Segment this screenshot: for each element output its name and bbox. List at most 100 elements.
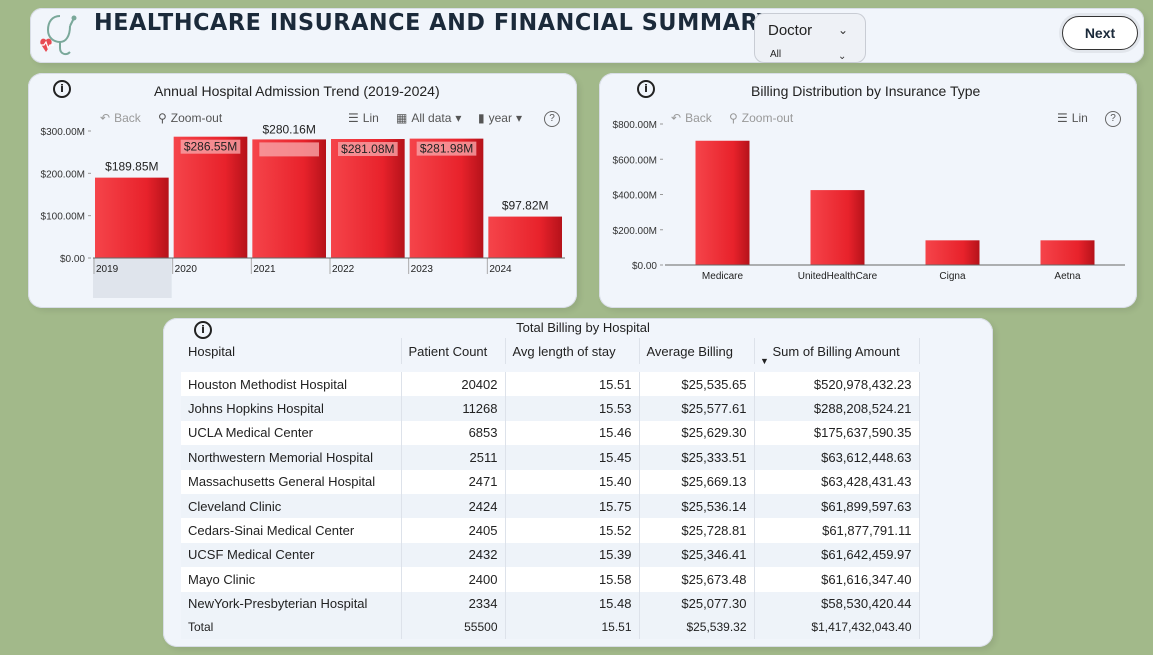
billing-bar-chart: $800.00M $600.00M $400.00M $200.00M $0.00 Med… (613, 120, 1125, 282)
value-cell: 11268 (401, 396, 506, 421)
value-cell: $25,673.48 (639, 567, 755, 592)
table-title: Total Billing by Hospital (516, 320, 650, 335)
y-tick-label: $200.00M (613, 226, 657, 237)
bar[interactable] (409, 138, 484, 258)
value-cell: 2334 (401, 591, 506, 616)
billing-distribution-card: i Billing Distribution by Insurance Type… (599, 73, 1137, 308)
hospital-name-cell: NewYork-Presbyterian Hospital (181, 591, 402, 616)
stethoscope-heart-icon (40, 15, 77, 56)
bar[interactable] (1040, 240, 1095, 265)
x-tick-label: UnitedHealthCare (798, 271, 878, 282)
value-cell: $25,728.81 (639, 518, 755, 543)
bar[interactable] (695, 140, 750, 265)
list-icon: ☰ (1057, 111, 1068, 125)
data-label-background (338, 142, 398, 157)
value-cell: $25,669.13 (639, 469, 755, 494)
x-tick-label: 2024 (489, 264, 512, 275)
next-button[interactable]: Next (1062, 16, 1138, 50)
info-icon[interactable]: i (53, 80, 71, 98)
value-cell: 15.51 (505, 372, 640, 397)
hospital-name-cell: Houston Methodist Hospital (181, 372, 402, 397)
total-value: $25,539.32 (639, 615, 755, 639)
value-cell: $25,536.14 (639, 493, 755, 519)
table-row[interactable]: Mayo Clinic 2400 15.58 $25,673.48 $61,616,34… (181, 567, 920, 592)
table-row[interactable]: Houston Methodist Hospital 20402 15.51 $25,… (181, 372, 920, 397)
table-row[interactable]: NewYork-Presbyterian Hospital 2334 15.48 $2… (181, 591, 920, 616)
value-cell: $61,877,791.11 (754, 518, 920, 543)
table-row[interactable]: Northwestern Memorial Hospital 2511 15.45 $… (181, 445, 920, 470)
y-tick-label: $400.00M (613, 191, 657, 202)
value-cell: $25,577.61 (639, 396, 755, 421)
doctor-slicer[interactable]: Doctor ⌄ All ⌄ (754, 13, 866, 63)
table-row[interactable]: Johns Hopkins Hospital 11268 15.53 $25,577.… (181, 396, 920, 421)
bar[interactable] (925, 240, 980, 265)
hospital-name-cell: Massachusetts General Hospital (181, 469, 402, 494)
admission-trend-card: i Annual Hospital Admission Trend (2019-… (28, 73, 577, 308)
table-row[interactable]: Cleveland Clinic 2424 15.75 $25,536.14 $61,8… (181, 493, 920, 519)
column-header[interactable]: Sum of Billing Amount (754, 338, 920, 364)
help-icon[interactable]: ? (1105, 111, 1121, 127)
x-tick-label: 2019 (96, 264, 119, 275)
x-tick-label: 2022 (332, 264, 355, 275)
hospital-name-cell: UCSF Medical Center (181, 542, 402, 568)
bar[interactable] (488, 216, 562, 258)
table-row[interactable]: UCLA Medical Center 6853 15.46 $25,629.30 $1… (181, 420, 920, 446)
calendar-icon: ▦ (396, 111, 408, 125)
value-cell: $25,346.41 (639, 542, 755, 568)
x-tick-label: 2021 (253, 264, 276, 275)
back-arrow-icon: ↶ (100, 111, 111, 125)
zoom-out-button[interactable]: ⚲ Zoom-out (158, 111, 223, 125)
value-cell: 15.46 (505, 420, 640, 446)
all-data-dropdown[interactable]: ▦ All data ▾ (396, 111, 462, 125)
help-icon[interactable]: ? (544, 111, 560, 127)
x-tick-label: Aetna (1054, 271, 1081, 282)
column-header[interactable]: Average Billing (639, 338, 755, 364)
column-header[interactable]: Avg length of stay (505, 338, 640, 364)
header-bar: HEALTHCARE INSURANCE AND FINANCIAL SUMMA… (30, 8, 1144, 63)
value-cell: $25,535.65 (639, 372, 755, 397)
data-label: $280.16M (262, 122, 315, 136)
total-label: Total (181, 615, 402, 639)
table-row[interactable]: Massachusetts General Hospital 2471 15.40 $… (181, 469, 920, 494)
hospital-name-cell: Johns Hopkins Hospital (181, 396, 402, 421)
bar-chart-icon: ▮ (478, 111, 485, 125)
chevron-down-icon[interactable]: ⌄ (838, 51, 847, 62)
bar[interactable] (173, 136, 248, 258)
hospital-name-cell: Cleveland Clinic (181, 493, 402, 519)
bar[interactable] (252, 139, 326, 258)
value-cell: $25,629.30 (639, 420, 755, 446)
column-header[interactable]: Hospital (181, 338, 402, 364)
x-tick-label: 2020 (175, 264, 198, 275)
value-cell: 15.48 (505, 591, 640, 616)
total-value: 55500 (401, 615, 506, 639)
billing-table-card: i Total Billing by Hospital ▼ Hospital P… (163, 318, 993, 647)
data-label-background (416, 141, 477, 156)
back-button[interactable]: ↶ Back (100, 111, 141, 125)
page-title: HEALTHCARE INSURANCE AND FINANCIAL SUMMA… (94, 10, 774, 36)
back-button[interactable]: ↶ Back (671, 111, 712, 125)
value-cell: 15.58 (505, 567, 640, 592)
column-header[interactable]: Patient Count (401, 338, 506, 364)
zoom-out-icon: ⚲ (158, 111, 167, 125)
year-dropdown[interactable]: ▮ year ▾ (478, 111, 522, 125)
linear-scale-button[interactable]: ☰ Lin (348, 111, 379, 125)
y-tick-label: $600.00M (613, 155, 657, 166)
slicer-dropdown-value[interactable]: All (770, 49, 782, 60)
bar[interactable] (95, 177, 169, 258)
value-cell: 15.53 (505, 396, 640, 421)
value-cell: 2432 (401, 542, 506, 568)
value-cell: 6853 (401, 420, 506, 446)
back-arrow-icon: ↶ (671, 111, 682, 125)
info-icon[interactable]: i (637, 80, 655, 98)
table-row[interactable]: UCSF Medical Center 2432 15.39 $25,346.41 $6… (181, 542, 920, 568)
bar[interactable] (331, 139, 405, 258)
hospital-name-cell: UCLA Medical Center (181, 420, 402, 446)
chevron-down-icon[interactable]: ⌄ (838, 23, 849, 37)
table-row[interactable]: Cedars-Sinai Medical Center 2405 15.52 $25,… (181, 518, 920, 543)
data-label: $97.82M (502, 199, 549, 213)
hospital-name-cell: Mayo Clinic (181, 567, 402, 592)
bar[interactable] (810, 190, 865, 265)
linear-scale-button[interactable]: ☰ Lin (1057, 111, 1088, 125)
zoom-out-button[interactable]: ⚲ Zoom-out (729, 111, 794, 125)
value-cell: $61,642,459.97 (754, 542, 920, 568)
